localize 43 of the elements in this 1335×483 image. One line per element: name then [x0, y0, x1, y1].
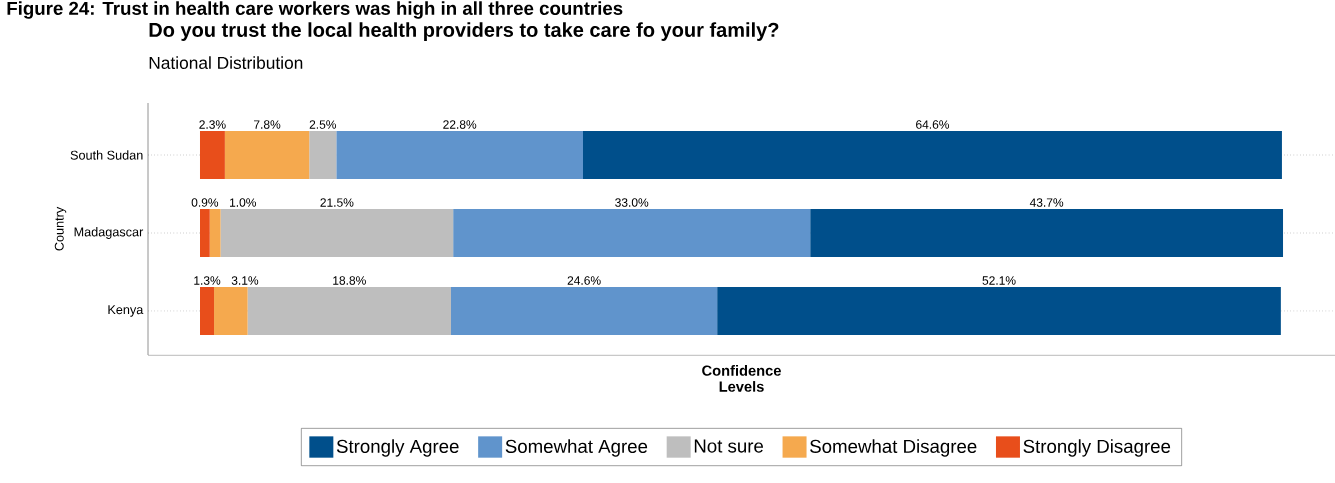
- data-label: 2.3%: [199, 120, 226, 129]
- bar: [199, 131, 225, 180]
- legend-label: Somewhat Disagree: [810, 439, 977, 457]
- y-tick-label: Kenya: [108, 305, 144, 317]
- bar: [220, 209, 454, 258]
- data-label: 1.3%: [194, 276, 221, 285]
- data-label: 21.5%: [320, 198, 354, 207]
- bar: [309, 131, 337, 180]
- data-label: 0.9%: [191, 198, 219, 207]
- data-label: 52.1%: [982, 276, 1016, 285]
- bar: [209, 209, 221, 258]
- bar: [199, 287, 215, 336]
- x-axis-title: Confidence Levels: [702, 365, 781, 392]
- bar: [453, 209, 811, 258]
- y-tick-label: South Sudan: [70, 150, 143, 160]
- data-label: 64.6%: [916, 120, 950, 129]
- bar: [717, 287, 1281, 336]
- data-label: 3.1%: [231, 276, 259, 285]
- caption: Figure 24: Trust in health care workers was high in all three countries: [7, 1, 623, 19]
- data-label: 1.0%: [230, 198, 257, 207]
- bar: [224, 131, 310, 180]
- legend-label: Not sure: [694, 439, 764, 453]
- data-label: 43.7%: [1029, 198, 1064, 207]
- legend-label: Strongly Agree: [336, 439, 459, 457]
- y-tick-label: Madagascar: [74, 227, 144, 239]
- bar: [810, 209, 1284, 258]
- data-label: 24.6%: [567, 276, 601, 285]
- y-axis-title: Country: [54, 206, 67, 251]
- data-label: 2.5%: [309, 120, 337, 129]
- data-label: 22.8%: [443, 120, 477, 129]
- chart-title: Do you trust the local health providers to take care fo your family?: [149, 22, 779, 41]
- chart-subtitle: National Distribution: [149, 56, 303, 69]
- bar: [336, 131, 583, 180]
- bar: [214, 287, 248, 336]
- legend-label: Strongly Disagree: [1023, 439, 1171, 457]
- data-label: 18.8%: [333, 276, 366, 285]
- bar: [451, 287, 718, 336]
- bar: [583, 131, 1282, 180]
- data-label: 7.8%: [254, 120, 281, 129]
- legend-label: Somewhat Agree: [505, 439, 648, 457]
- data-label: 33.0%: [615, 198, 649, 207]
- bar: [247, 287, 451, 336]
- bar: [199, 209, 210, 258]
